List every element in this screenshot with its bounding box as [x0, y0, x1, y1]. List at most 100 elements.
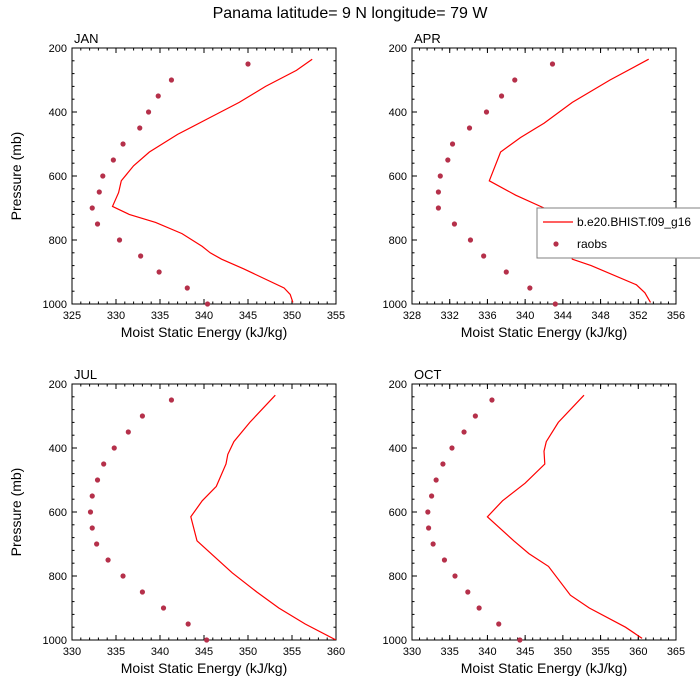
model-series-line [488, 58, 652, 303]
x-tick-label: 365 [667, 646, 685, 658]
raobs-point [425, 525, 432, 531]
raobs-point [512, 77, 518, 83]
raobs-point [156, 269, 162, 275]
y-tick-label: 200 [49, 379, 67, 391]
y-tick-label: 200 [389, 43, 407, 55]
raobs-point [517, 637, 523, 643]
raobs-point [445, 157, 451, 163]
raobs-point [503, 269, 509, 275]
y-tick-label: 800 [49, 235, 67, 247]
x-tick-label: 328 [403, 310, 421, 322]
raobs-point [489, 397, 495, 403]
raobs-point [111, 445, 117, 451]
panel-jul: JUL 330 335 340 345 350 355 360 200 400 600 800 1000… [8, 367, 345, 676]
x-tick-label: 360 [327, 646, 345, 658]
y-tick-label: 600 [49, 507, 67, 519]
y-axis-label: Pressure (mb) [8, 132, 24, 221]
raobs-point [125, 429, 131, 435]
raobs-point [498, 93, 505, 99]
x-axis-label: Moist Static Energy (kJ/kg) [121, 324, 288, 340]
x-axis-label: Moist Static Energy (kJ/kg) [461, 660, 628, 676]
panels: JAN 325 330 335 340 345 350 355 200 400 600 800 1000… [8, 31, 685, 676]
raobs-point [96, 189, 102, 195]
raobs-point [110, 157, 116, 163]
x-tick-label: 332 [441, 310, 459, 322]
panel-title: OCT [414, 367, 442, 382]
raobs-point [100, 173, 106, 179]
legend-obs-label: raobs [577, 237, 607, 251]
raobs-point [94, 541, 100, 547]
y-tick-label: 600 [389, 507, 407, 519]
panel-title: APR [414, 31, 441, 46]
y-tick-label: 1000 [383, 299, 407, 311]
legend-obs-marker [553, 241, 559, 247]
legend-box [536, 207, 700, 259]
raobs-point [160, 605, 167, 611]
raobs-point [440, 461, 446, 467]
panel-oct: OCT 330 335 340 345 350 355 360 365 200 400 600 800 1… [383, 367, 686, 676]
y-tick-label: 800 [49, 571, 67, 583]
y-tick-label: 800 [389, 571, 407, 583]
y-tick-label: 1000 [383, 635, 407, 647]
raobs-point [120, 573, 126, 579]
raobs-point [433, 477, 439, 483]
figure-title: Panama latitude= 9 N longitude= 79 W [213, 5, 489, 22]
x-tick-label: 336 [478, 310, 496, 322]
raobs-point [94, 477, 101, 483]
x-tick-label: 350 [283, 310, 301, 322]
raobs-point [245, 61, 251, 67]
x-tick-label: 335 [151, 310, 169, 322]
raobs-point [461, 429, 467, 435]
raobs-point [483, 109, 490, 115]
model-series-line [111, 58, 313, 303]
raobs-point [184, 285, 190, 291]
plot-frame [71, 47, 337, 305]
y-tick-label: 600 [49, 171, 67, 183]
raobs-point [155, 93, 161, 99]
plot-frame [71, 383, 337, 641]
legend-model-label: b.e20.BHIST.f09_g16 [577, 215, 691, 229]
raobs-point [481, 253, 487, 259]
raobs-point [429, 493, 435, 499]
x-tick-label: 355 [283, 646, 301, 658]
panel-title: JAN [74, 31, 99, 46]
raobs-point [465, 589, 471, 595]
y-tick-label: 200 [49, 43, 67, 55]
raobs-point [139, 413, 145, 419]
raobs-point [89, 205, 95, 211]
raobs-point [449, 445, 455, 451]
y-tick-label: 1000 [43, 299, 67, 311]
raobs-point [120, 141, 126, 147]
x-tick-label: 340 [516, 310, 534, 322]
plot-frame [411, 47, 677, 305]
raobs-point [145, 109, 152, 115]
model-series-line [486, 394, 643, 639]
x-axis-label: Moist Static Energy (kJ/kg) [121, 660, 288, 676]
raobs-point [89, 525, 95, 531]
y-tick-label: 400 [49, 443, 67, 455]
raobs-point [437, 173, 443, 179]
raobs-point [89, 493, 95, 499]
y-tick-label: 400 [389, 107, 407, 119]
x-tick-label: 340 [195, 310, 213, 322]
x-tick-label: 345 [516, 646, 534, 658]
x-tick-label: 325 [63, 310, 81, 322]
x-tick-label: 355 [327, 310, 345, 322]
raobs-point [116, 237, 123, 243]
raobs-point [87, 509, 94, 515]
y-tick-label: 400 [49, 107, 67, 119]
y-tick-label: 400 [389, 443, 407, 455]
x-tick-label: 340 [151, 646, 169, 658]
raobs-point [168, 77, 175, 83]
y-tick-label: 200 [389, 379, 407, 391]
x-tick-label: 360 [629, 646, 647, 658]
y-tick-label: 1000 [43, 635, 67, 647]
x-tick-label: 345 [195, 646, 213, 658]
x-tick-label: 330 [63, 646, 81, 658]
raobs-point [527, 285, 533, 291]
panel-title: JUL [74, 367, 97, 382]
x-tick-label: 356 [667, 310, 685, 322]
raobs-point [449, 141, 456, 147]
raobs-point [425, 509, 431, 515]
